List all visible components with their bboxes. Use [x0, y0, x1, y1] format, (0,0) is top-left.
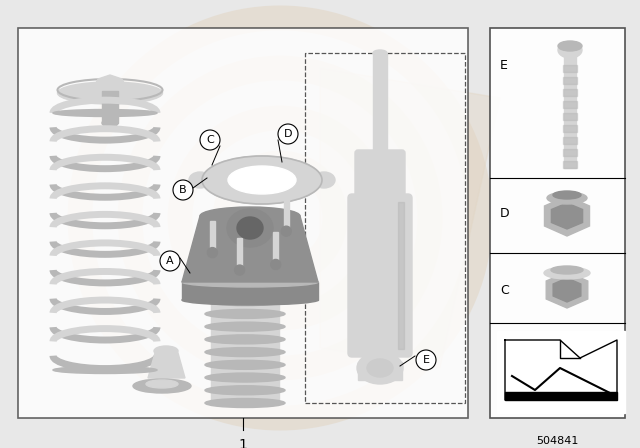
Bar: [505, 392, 617, 400]
Text: 504841: 504841: [536, 436, 578, 446]
Ellipse shape: [200, 207, 300, 225]
Bar: [563, 113, 577, 120]
Ellipse shape: [547, 192, 587, 204]
Ellipse shape: [205, 386, 285, 395]
Bar: [305, 53, 465, 403]
Bar: [237, 238, 242, 270]
Bar: [102, 91, 118, 123]
Bar: [273, 233, 278, 264]
Bar: [210, 220, 215, 253]
Bar: [563, 149, 577, 156]
Ellipse shape: [202, 156, 322, 204]
Polygon shape: [92, 75, 128, 91]
Ellipse shape: [205, 310, 285, 319]
Bar: [358, 362, 402, 380]
Bar: [563, 65, 577, 72]
Ellipse shape: [553, 191, 581, 199]
Bar: [398, 202, 404, 349]
FancyBboxPatch shape: [355, 150, 405, 206]
Ellipse shape: [228, 166, 296, 194]
Circle shape: [200, 130, 220, 150]
Circle shape: [173, 180, 193, 200]
Circle shape: [235, 265, 244, 275]
Ellipse shape: [205, 335, 285, 344]
Polygon shape: [552, 203, 582, 229]
Polygon shape: [545, 196, 589, 236]
Text: 1: 1: [239, 438, 248, 448]
Ellipse shape: [102, 119, 118, 127]
Ellipse shape: [205, 360, 285, 369]
Text: D: D: [500, 207, 509, 220]
Bar: [563, 101, 577, 108]
Circle shape: [278, 124, 298, 144]
Text: D: D: [284, 129, 292, 139]
Ellipse shape: [205, 284, 285, 293]
Bar: [211, 263, 279, 403]
Ellipse shape: [367, 359, 393, 377]
Ellipse shape: [182, 277, 318, 287]
Ellipse shape: [313, 172, 335, 188]
Circle shape: [207, 248, 218, 258]
Bar: [563, 125, 577, 132]
Polygon shape: [553, 278, 581, 302]
Ellipse shape: [154, 346, 178, 356]
Ellipse shape: [544, 267, 590, 279]
Circle shape: [271, 259, 281, 269]
Ellipse shape: [205, 297, 285, 306]
Bar: [18, 28, 468, 418]
Polygon shape: [546, 272, 588, 308]
Circle shape: [281, 226, 291, 236]
Ellipse shape: [558, 42, 582, 58]
Bar: [563, 77, 577, 84]
Bar: [563, 137, 577, 144]
Ellipse shape: [205, 348, 285, 357]
Ellipse shape: [205, 373, 285, 382]
Bar: [182, 282, 318, 300]
Ellipse shape: [205, 258, 285, 267]
Bar: [563, 161, 577, 168]
Ellipse shape: [182, 295, 318, 305]
Ellipse shape: [237, 217, 263, 239]
Ellipse shape: [53, 366, 157, 374]
Ellipse shape: [205, 399, 285, 408]
Ellipse shape: [373, 50, 387, 56]
Ellipse shape: [223, 252, 267, 266]
Text: C: C: [206, 135, 214, 145]
Polygon shape: [148, 353, 185, 378]
Bar: [563, 89, 577, 96]
Polygon shape: [182, 216, 318, 282]
Ellipse shape: [58, 82, 163, 104]
Text: A: A: [166, 256, 174, 266]
Text: B: B: [179, 185, 187, 195]
Ellipse shape: [189, 172, 211, 188]
Polygon shape: [320, 68, 500, 368]
Bar: [564, 53, 576, 168]
Ellipse shape: [205, 322, 285, 331]
Text: E: E: [422, 355, 429, 365]
Ellipse shape: [558, 41, 582, 51]
Bar: [490, 28, 625, 418]
Ellipse shape: [551, 266, 583, 274]
Bar: [373, 53, 387, 158]
Ellipse shape: [133, 379, 191, 393]
Bar: [284, 199, 289, 231]
Text: E: E: [500, 59, 508, 72]
Ellipse shape: [146, 380, 178, 388]
FancyBboxPatch shape: [348, 194, 412, 357]
Ellipse shape: [227, 209, 273, 247]
Circle shape: [160, 251, 180, 271]
Bar: [497, 331, 625, 413]
Ellipse shape: [205, 271, 285, 280]
Circle shape: [416, 350, 436, 370]
Ellipse shape: [357, 352, 403, 384]
Text: C: C: [500, 284, 509, 297]
Ellipse shape: [53, 109, 157, 116]
